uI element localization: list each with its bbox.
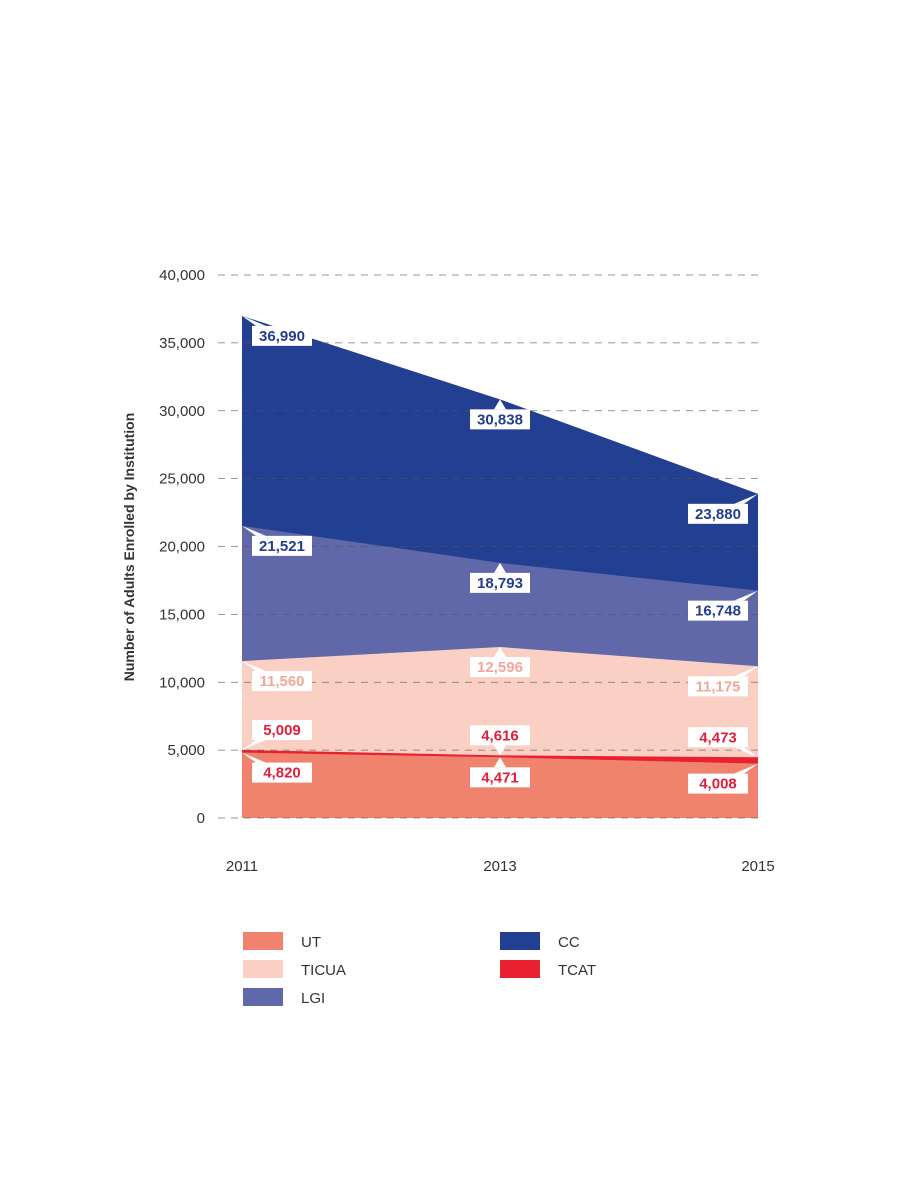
label-pointer [734, 763, 758, 774]
data-label-text: 4,473 [699, 729, 737, 746]
label-box [470, 572, 530, 593]
label-pointer [734, 493, 758, 504]
data-label-cc: 23,880 [688, 493, 758, 524]
label-pointer [734, 747, 758, 758]
data-label-text: 4,616 [481, 727, 519, 744]
y-tick-label: 5,000 [167, 742, 205, 759]
label-pointer [242, 315, 266, 326]
y-tick-label: 15,000 [159, 606, 205, 623]
data-label-ticua: 11,175 [688, 666, 758, 697]
data-label-text: 11,175 [695, 678, 740, 695]
label-pointer [734, 590, 758, 601]
x-tick-label: 2011 [226, 858, 258, 875]
label-box [470, 657, 530, 678]
legend-label: UT [301, 934, 321, 951]
label-pointer [494, 647, 506, 658]
label-pointer [242, 661, 266, 672]
data-label-ticua: 12,596 [470, 647, 530, 678]
label-box [470, 409, 530, 430]
data-label-text: 18,793 [477, 575, 523, 592]
x-tick-label: 2015 [741, 858, 774, 875]
x-tick-label: 2013 [483, 858, 516, 875]
y-tick-label: 40,000 [159, 267, 205, 284]
data-label-text: 4,820 [263, 765, 301, 782]
data-label-ut: 4,471 [470, 757, 530, 788]
data-label-cc: 36,990 [242, 315, 312, 346]
legend: UT TICUA LGI CC TCAT [243, 932, 596, 1007]
legend-label: TCAT [558, 962, 596, 979]
data-label-lgi: 18,793 [470, 562, 530, 593]
data-label-text: 12,596 [477, 659, 523, 676]
legend-swatch [243, 960, 283, 978]
label-box [252, 325, 312, 346]
label-box [252, 535, 312, 556]
y-tick-label: 10,000 [159, 674, 205, 691]
legend-swatch [243, 932, 283, 950]
x-axis-ticks: 2011 2013 2015 [226, 858, 775, 875]
legend-swatch [243, 988, 283, 1006]
legend-label: TICUA [301, 962, 346, 979]
data-label-text: 30,838 [477, 411, 523, 428]
label-box [688, 503, 748, 524]
label-pointer [494, 745, 506, 756]
data-label-text: 21,521 [259, 538, 305, 555]
legend-item-ut: UT [243, 932, 321, 951]
data-label-ut: 4,008 [688, 763, 758, 794]
label-box [252, 671, 312, 692]
y-tick-label: 30,000 [159, 403, 205, 420]
data-labels: 4,820 4,471 4,008 5,009 4,616 4,473 11,560 12,5… [242, 315, 758, 794]
label-box [252, 720, 312, 741]
label-box [688, 727, 748, 748]
data-label-text: 16,748 [695, 603, 741, 620]
data-label-text: 11,560 [259, 673, 304, 690]
label-pointer [494, 562, 506, 573]
legend-label: LGI [301, 990, 325, 1007]
data-label-text: 36,990 [259, 328, 305, 345]
label-pointer [242, 525, 266, 536]
y-tick-label: 20,000 [159, 539, 205, 556]
legend-label: CC [558, 934, 580, 951]
label-box [688, 600, 748, 621]
data-label-ut: 4,820 [242, 752, 312, 783]
data-label-tcat: 4,473 [688, 727, 758, 758]
label-pointer [494, 757, 506, 768]
data-label-text: 5,009 [263, 722, 301, 739]
data-label-text: 4,008 [699, 776, 737, 793]
data-label-lgi: 16,748 [688, 590, 758, 621]
data-label-ticua: 11,560 [242, 661, 312, 692]
data-label-text: 23,880 [695, 506, 741, 523]
legend-item-cc: CC [500, 932, 580, 951]
data-label-lgi: 21,521 [242, 525, 312, 556]
legend-item-lgi: LGI [243, 988, 325, 1007]
y-axis-ticks: 0 5,000 10,000 15,000 20,000 25,000 30,000 35,0… [159, 267, 205, 827]
label-box [688, 676, 748, 697]
y-tick-label: 0 [197, 810, 205, 827]
label-pointer [242, 752, 266, 763]
label-box [252, 762, 312, 783]
label-box [688, 773, 748, 794]
data-label-tcat: 4,616 [470, 725, 530, 756]
y-tick-label: 25,000 [159, 471, 205, 488]
label-pointer [494, 399, 506, 410]
y-tick-label: 35,000 [159, 335, 205, 352]
data-label-tcat: 5,009 [242, 720, 312, 751]
legend-item-tcat: TCAT [500, 960, 596, 979]
label-box [470, 725, 530, 746]
label-pointer [734, 666, 758, 677]
legend-swatch [500, 960, 540, 978]
data-label-text: 4,471 [481, 769, 519, 786]
label-pointer [242, 740, 266, 751]
legend-swatch [500, 932, 540, 950]
y-axis-title: Number of Adults Enrolled by Institution [121, 413, 137, 682]
label-box [470, 767, 530, 788]
data-label-cc: 30,838 [470, 399, 530, 430]
legend-item-ticua: TICUA [243, 960, 346, 979]
